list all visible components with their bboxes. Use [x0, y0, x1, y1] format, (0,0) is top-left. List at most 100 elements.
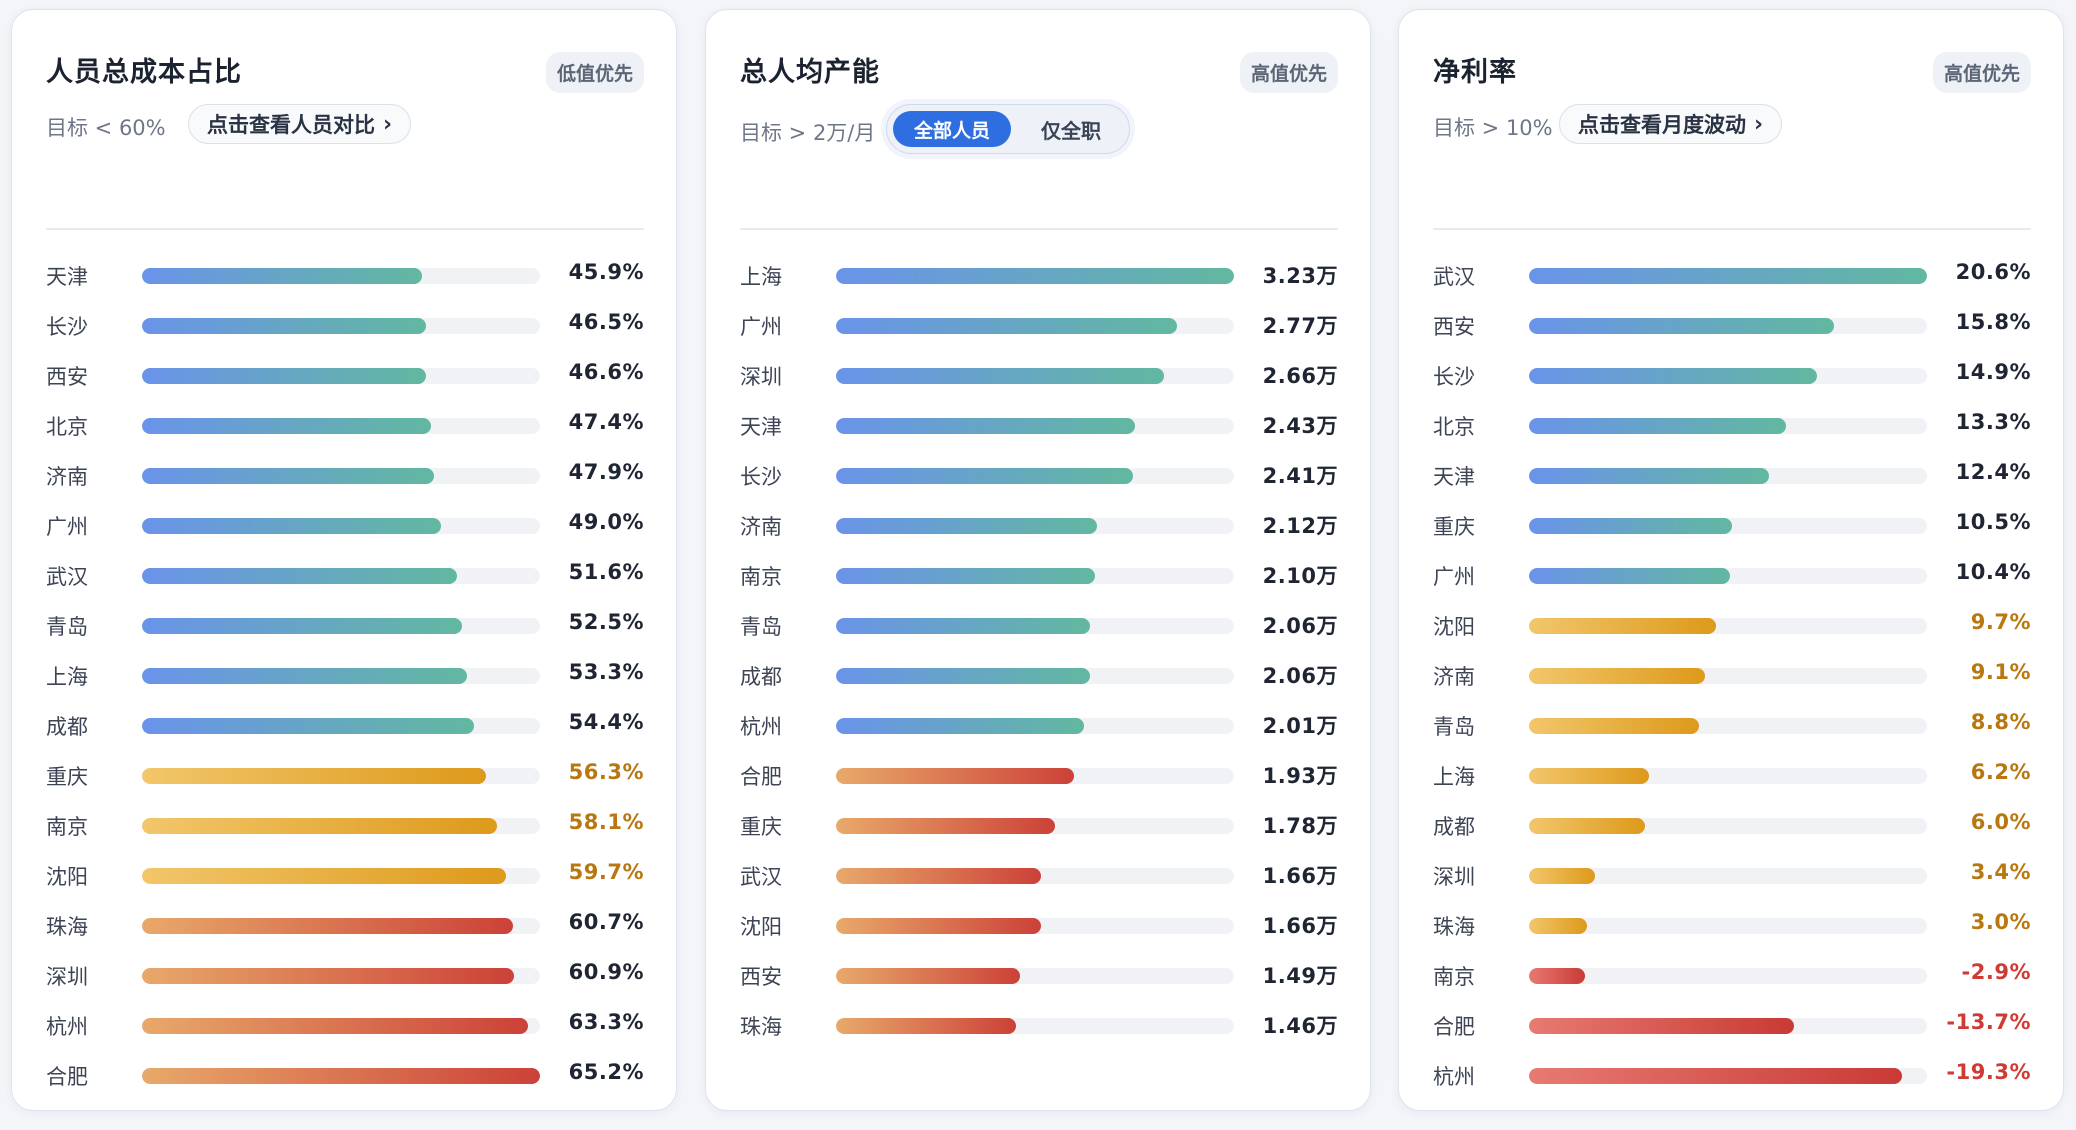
- value-label: 3.0%: [1970, 910, 2031, 934]
- bar: [836, 468, 1133, 484]
- category-label: 成都: [46, 715, 88, 739]
- toggle-all-staff[interactable]: 全部人员: [893, 111, 1011, 147]
- value-label: 3.23万: [1262, 264, 1338, 288]
- bar-track: [1529, 418, 1927, 434]
- bar: [1529, 1018, 1794, 1034]
- bar-row: 深圳 3.4%: [1433, 849, 2031, 899]
- value-label: 10.5%: [1955, 510, 2031, 534]
- bar: [836, 368, 1164, 384]
- category-label: 沈阳: [740, 915, 782, 939]
- staff-filter-toggle: 全部人员 仅全职: [886, 104, 1130, 154]
- value-label: 45.9%: [568, 260, 644, 284]
- bar-track: [1529, 668, 1927, 684]
- bar-track: [836, 718, 1234, 734]
- bar-row: 天津 2.43万: [740, 399, 1338, 449]
- bar: [142, 868, 507, 884]
- bar: [836, 718, 1084, 734]
- bar: [142, 268, 423, 284]
- bar-track: [836, 618, 1234, 634]
- bar-track: [142, 318, 540, 334]
- value-label: 60.9%: [568, 960, 644, 984]
- bar: [836, 618, 1090, 634]
- value-label: 2.01万: [1262, 714, 1338, 738]
- bar-track: [142, 718, 540, 734]
- bar-row: 珠海 1.46万: [740, 999, 1338, 1049]
- bar: [1529, 368, 1817, 384]
- divider: [740, 228, 1338, 230]
- bar-row: 天津 12.4%: [1433, 449, 2031, 499]
- category-label: 青岛: [1433, 715, 1475, 739]
- bar-track: [1529, 968, 1927, 984]
- category-label: 武汉: [46, 565, 88, 589]
- bar: [1529, 1068, 1902, 1084]
- bar-row: 北京 13.3%: [1433, 399, 2031, 449]
- category-label: 西安: [46, 365, 88, 389]
- value-label: 53.3%: [568, 660, 644, 684]
- bar: [1529, 618, 1717, 634]
- bar-track: [142, 668, 540, 684]
- bar: [1529, 718, 1700, 734]
- category-label: 珠海: [1433, 915, 1475, 939]
- bar-row: 济南 47.9%: [46, 449, 644, 499]
- bar-row: 济南 2.12万: [740, 499, 1338, 549]
- value-label: 6.2%: [1970, 760, 2031, 784]
- value-label: 2.66万: [1262, 364, 1338, 388]
- category-label: 西安: [1433, 315, 1475, 339]
- bar-row: 青岛 2.06万: [740, 599, 1338, 649]
- bar: [142, 718, 475, 734]
- bar: [1529, 318, 1835, 334]
- value-label: 3.4%: [1970, 860, 2031, 884]
- bar: [1529, 968, 1586, 984]
- button-label: 点击查看月度波动: [1578, 113, 1746, 137]
- view-monthly-trend-button[interactable]: 点击查看月度波动 ›: [1559, 104, 1783, 144]
- value-label: 1.66万: [1262, 864, 1338, 888]
- card-title: 人员总成本占比: [46, 57, 242, 88]
- category-label: 南京: [46, 815, 88, 839]
- bar-row: 南京 58.1%: [46, 799, 644, 849]
- category-label: 成都: [1433, 815, 1475, 839]
- bar: [142, 618, 463, 634]
- bar: [1529, 868, 1595, 884]
- bar-track: [142, 918, 540, 934]
- value-label: 1.93万: [1262, 764, 1338, 788]
- bar-row: 杭州 -19.3%: [1433, 1049, 2031, 1099]
- bar-row: 长沙 2.41万: [740, 449, 1338, 499]
- bar-track: [836, 768, 1234, 784]
- bar-track: [142, 768, 540, 784]
- value-label: -13.7%: [1946, 1010, 2031, 1034]
- bar-track: [142, 968, 540, 984]
- category-label: 广州: [740, 315, 782, 339]
- target-label: 目标 > 10%: [1433, 116, 1553, 140]
- view-staff-compare-button[interactable]: 点击查看人员对比 ›: [188, 104, 412, 144]
- value-label: 1.46万: [1262, 1014, 1338, 1038]
- value-label: 60.7%: [568, 910, 644, 934]
- bar-track: [1529, 718, 1927, 734]
- bar-row: 广州 2.77万: [740, 299, 1338, 349]
- value-label: 58.1%: [568, 810, 644, 834]
- bar-track: [836, 918, 1234, 934]
- category-label: 南京: [1433, 965, 1475, 989]
- preference-badge: 低值优先: [545, 52, 644, 93]
- toggle-full-time[interactable]: 仅全职: [1041, 118, 1101, 143]
- bar-row: 北京 47.4%: [46, 399, 644, 449]
- bar-track: [142, 818, 540, 834]
- bar-row: 西安 1.49万: [740, 949, 1338, 999]
- bar: [142, 368, 427, 384]
- bar: [836, 868, 1041, 884]
- bar-track: [142, 568, 540, 584]
- category-label: 武汉: [1433, 265, 1475, 289]
- bar: [836, 818, 1056, 834]
- bar-row: 杭州 2.01万: [740, 699, 1338, 749]
- value-label: 56.3%: [568, 760, 644, 784]
- value-label: 63.3%: [568, 1010, 644, 1034]
- category-label: 上海: [1433, 765, 1475, 789]
- bar-row: 重庆 10.5%: [1433, 499, 2031, 549]
- bar: [1529, 918, 1587, 934]
- bar-row: 珠海 60.7%: [46, 899, 644, 949]
- bar: [142, 918, 513, 934]
- bar-row: 广州 10.4%: [1433, 549, 2031, 599]
- bar: [836, 268, 1234, 284]
- category-label: 杭州: [46, 1015, 88, 1039]
- button-label: 点击查看人员对比: [207, 113, 375, 137]
- bar-row: 深圳 2.66万: [740, 349, 1338, 399]
